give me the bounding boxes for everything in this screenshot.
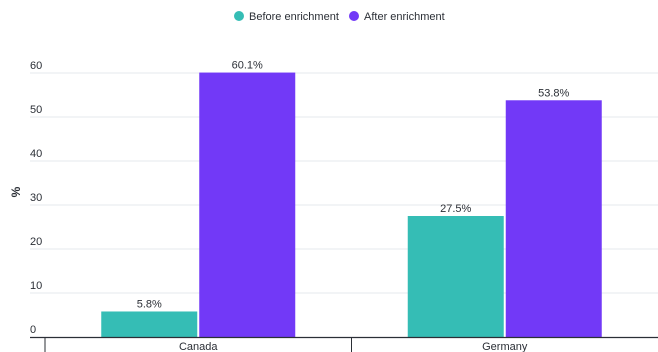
y-axis-ticks: 0 10 20 30 40 50 60: [30, 60, 42, 336]
bar-germany-before-enrichment: [407, 216, 504, 337]
y-axis-title: %: [9, 186, 23, 197]
data-label-canada-before-enrichment: 5.8%: [137, 298, 162, 310]
data-labels: 5.8% 60.1% 27.5% 53.8%: [137, 60, 570, 311]
legend-swatch-before-enrichment: [234, 11, 244, 21]
bar-canada-before-enrichment: [101, 311, 198, 337]
y-tick-label-30: 30: [30, 192, 42, 204]
y-tick-label-50: 50: [30, 104, 42, 116]
bar-germany-after-enrichment: [505, 100, 602, 337]
legend-swatch-after-enrichment: [349, 11, 359, 21]
legend-label-after-enrichment: After enrichment: [364, 11, 445, 23]
data-label-canada-after-enrichment: 60.1%: [232, 60, 263, 72]
legend-label-before-enrichment: Before enrichment: [249, 11, 339, 23]
y-tick-label-10: 10: [30, 280, 42, 292]
bar-canada-after-enrichment: [199, 72, 296, 337]
data-label-germany-after-enrichment: 53.8%: [538, 87, 569, 99]
y-tick-label-40: 40: [30, 148, 42, 160]
data-label-germany-before-enrichment: 27.5%: [440, 203, 471, 215]
y-tick-label-60: 60: [30, 60, 42, 72]
y-tick-label-20: 20: [30, 236, 42, 248]
legend: Before enrichment After enrichment: [234, 11, 445, 23]
x-tick-label-canada: Canada: [179, 341, 218, 352]
x-tick-label-germany: Germany: [482, 341, 528, 352]
bars: [101, 72, 602, 337]
y-tick-label-0: 0: [30, 324, 36, 336]
x-axis: Canada Germany: [30, 336, 658, 352]
